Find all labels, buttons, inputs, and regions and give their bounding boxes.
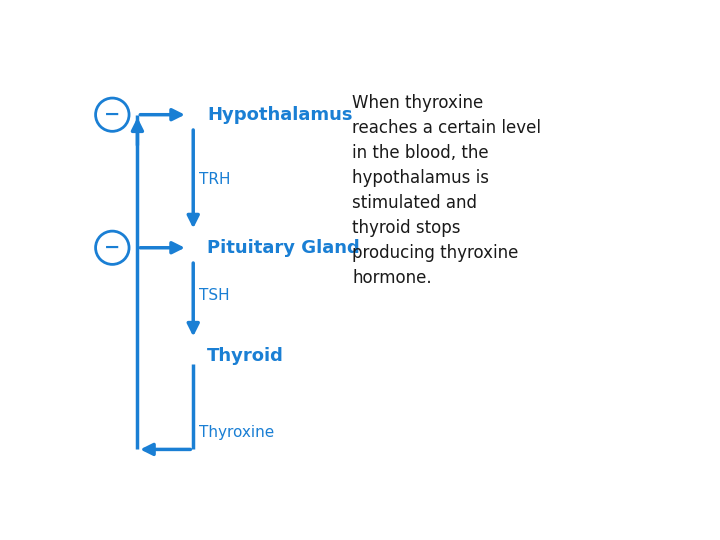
Text: Hypothalamus: Hypothalamus [207,106,353,124]
Text: Thyroxine: Thyroxine [199,426,274,440]
Text: −: − [104,238,120,257]
Text: Thyroid: Thyroid [207,347,284,365]
Text: −: − [104,105,120,124]
Text: TSH: TSH [199,288,230,303]
Text: Pituitary Gland: Pituitary Gland [207,239,360,256]
Text: When thyroxine
reaches a certain level
in the blood, the
hypothalamus is
stimula: When thyroxine reaches a certain level i… [352,94,541,287]
Text: TRH: TRH [199,172,230,187]
